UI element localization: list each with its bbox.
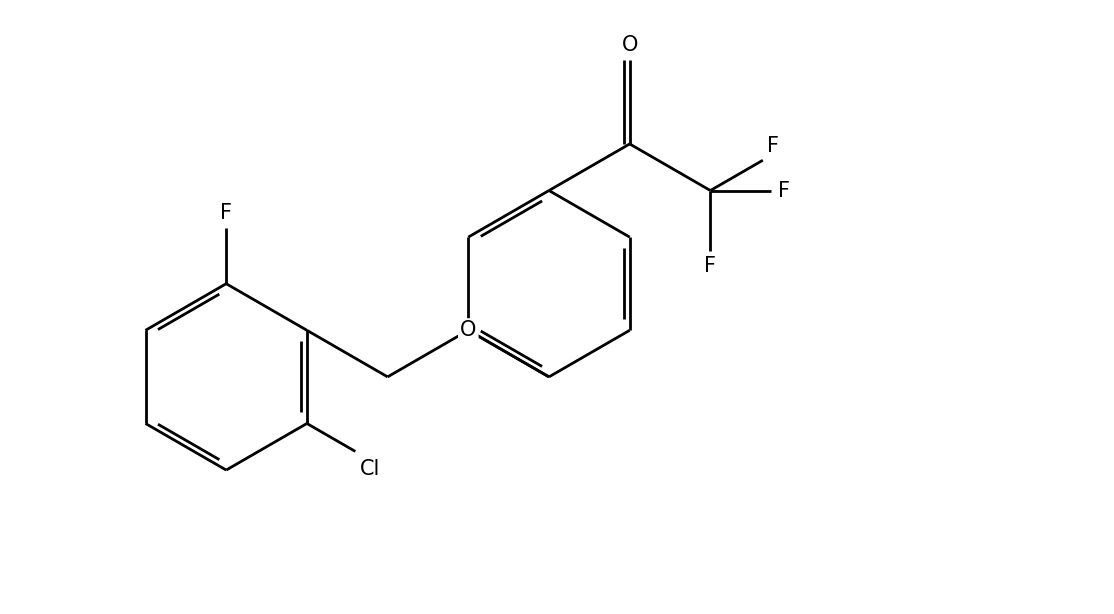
Text: O: O [622, 36, 638, 55]
Text: Cl: Cl [360, 459, 380, 479]
Text: F: F [768, 136, 780, 155]
Text: F: F [221, 203, 232, 223]
Text: O: O [460, 321, 477, 340]
Text: F: F [704, 256, 716, 276]
Text: F: F [779, 181, 791, 201]
